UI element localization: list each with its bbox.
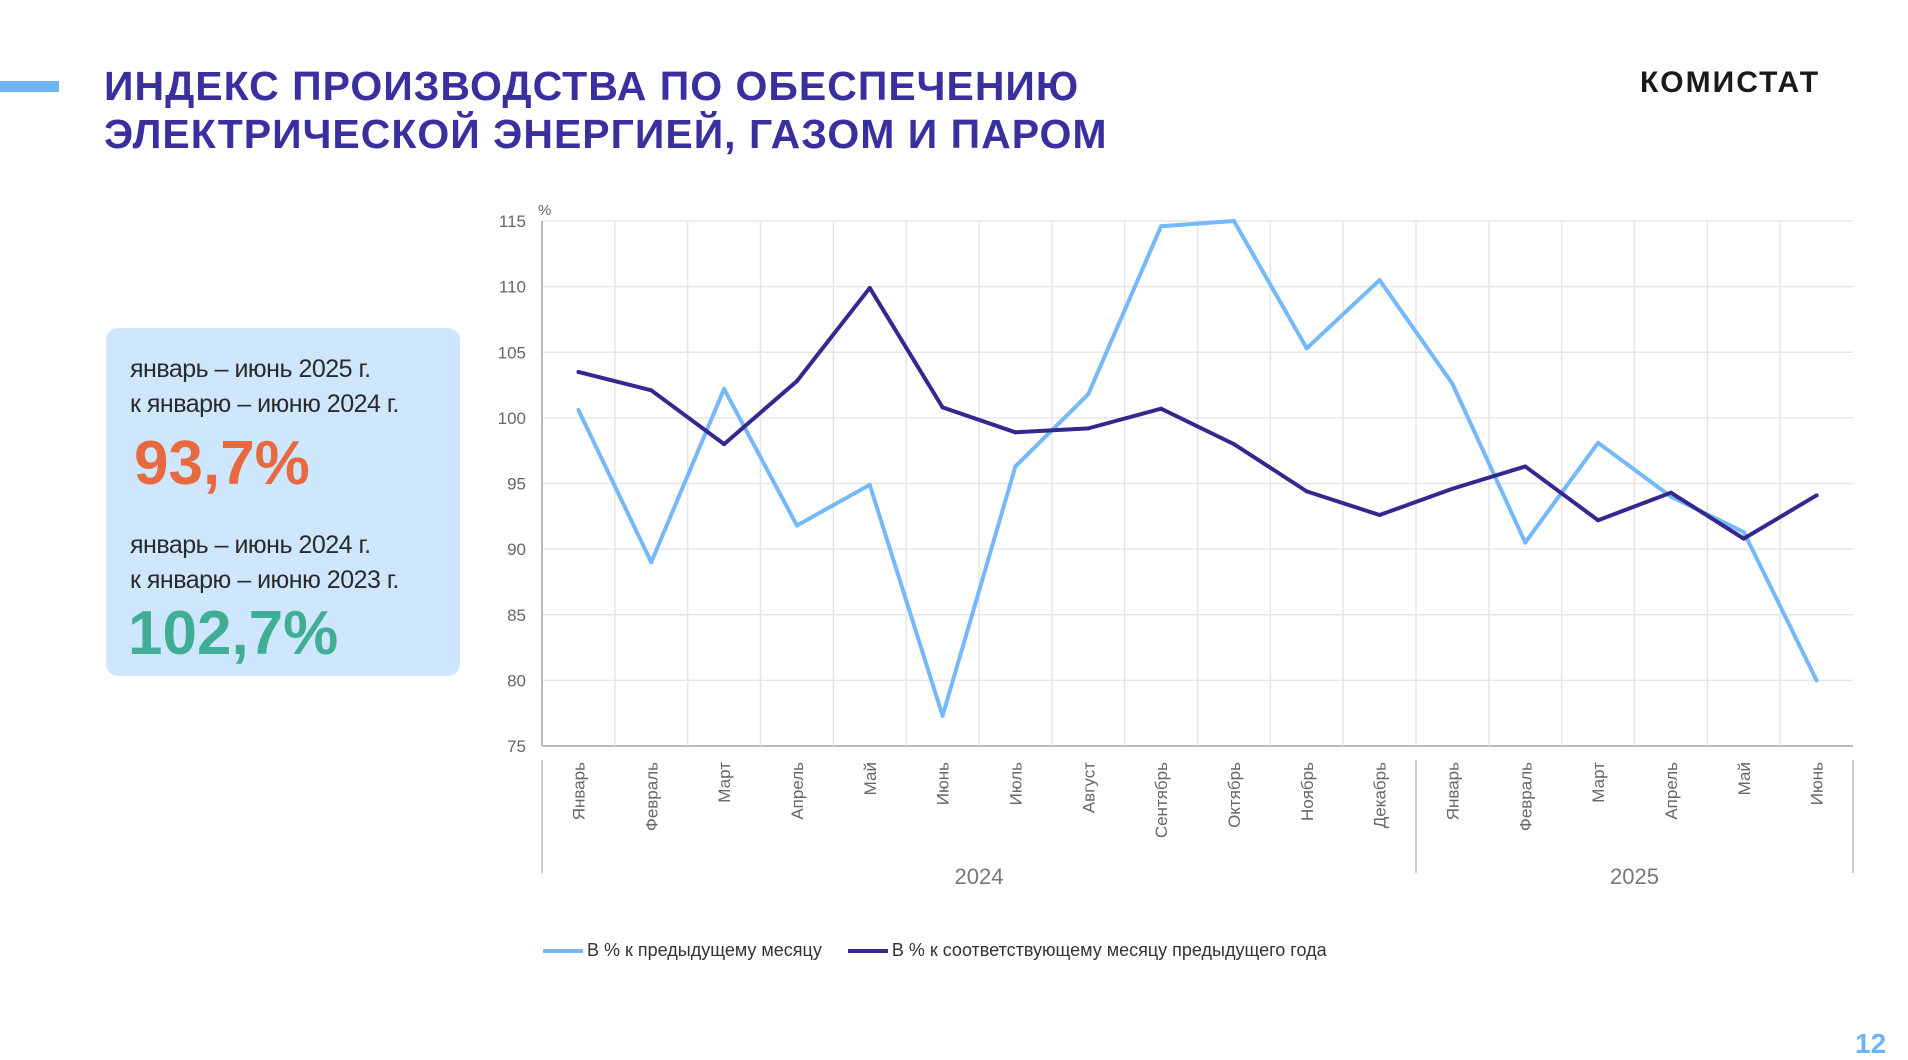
data-point <box>1668 490 1673 495</box>
accent-bar <box>0 81 59 92</box>
x-tick-label: Сентябрь <box>1152 762 1171 838</box>
x-tick-label: Январь <box>1443 762 1462 820</box>
x-tick-label: Май <box>1735 762 1754 795</box>
data-point <box>1377 513 1382 517</box>
data-point <box>1231 219 1236 223</box>
data-point <box>649 388 654 393</box>
data-point <box>722 387 727 391</box>
data-point <box>1013 430 1018 435</box>
data-point <box>649 560 654 565</box>
data-point <box>1450 381 1455 386</box>
data-point <box>794 523 799 528</box>
period-label-1-line-1: январь – июнь 2025 г. <box>130 355 371 383</box>
period-label-1-line-2: к январю – июню 2024 г. <box>130 390 399 418</box>
data-point <box>1596 440 1601 445</box>
x-tick-label: Июль <box>1006 762 1025 806</box>
x-tick-label: Январь <box>569 762 588 820</box>
data-point <box>940 405 945 410</box>
y-tick-label: 85 <box>507 606 526 625</box>
x-tick-label: Июнь <box>1808 762 1827 805</box>
data-point <box>722 442 727 447</box>
period-label-2-line-1: январь – июнь 2024 г. <box>130 531 371 559</box>
data-point <box>1304 346 1309 351</box>
title-line-2: ЭЛЕКТРИЧЕСКОЙ ЭНЕРГИЕЙ, ГАЗОМ И ПАРОМ <box>104 111 1108 157</box>
x-tick-label: Февраль <box>1516 762 1535 831</box>
data-point <box>1086 426 1091 431</box>
x-tick-label: Март <box>715 762 734 803</box>
y-tick-label: 115 <box>499 212 526 231</box>
x-tick-label: Февраль <box>642 762 661 831</box>
x-tick-label: Август <box>1079 762 1098 813</box>
x-tick-label: Март <box>1589 762 1608 803</box>
y-tick-label: 75 <box>507 737 526 756</box>
summary-card: январь – июнь 2025 г. к январю – июню 20… <box>106 328 460 676</box>
data-point <box>794 379 799 384</box>
x-tick-label: Июнь <box>934 762 953 805</box>
logo: КОМИСТАТ <box>1640 66 1821 99</box>
x-tick-label: Май <box>861 762 880 795</box>
data-point <box>867 285 872 290</box>
period-label-2: январь – июнь 2024 г. к январю – июню 20… <box>130 528 399 598</box>
data-point <box>1450 486 1455 491</box>
x-tick-label: Ноябрь <box>1298 762 1317 821</box>
title-line-1: ИНДЕКС ПРОИЗВОДСТВА ПО ОБЕСПЕЧЕНИЮ <box>104 63 1080 109</box>
data-point <box>1231 442 1236 447</box>
series-line-yoy <box>577 285 1818 541</box>
data-point <box>1741 536 1746 541</box>
data-point <box>1814 493 1819 498</box>
y-tick-label: 110 <box>499 278 526 297</box>
page-title: ИНДЕКС ПРОИЗВОДСТВА ПО ОБЕСПЕЧЕНИЮ ЭЛЕКТ… <box>104 62 1108 158</box>
y-tick-label: 95 <box>507 475 526 494</box>
data-point <box>1814 678 1819 683</box>
legend-label-mom: В % к предыдущему месяцу <box>587 940 822 960</box>
period-label-2-line-2: к январю – июню 2023 г. <box>130 566 399 594</box>
x-tick-label: Апрель <box>788 762 807 820</box>
data-point <box>1741 530 1746 535</box>
data-point <box>940 713 945 718</box>
x-tick-label: Апрель <box>1662 762 1681 820</box>
data-point <box>1596 518 1601 523</box>
data-point <box>1159 224 1164 229</box>
data-point <box>576 369 581 374</box>
data-point <box>1086 392 1091 397</box>
value-2024: 102,7% <box>128 599 339 668</box>
legend-swatch-yoy <box>847 948 888 953</box>
data-point <box>867 482 872 487</box>
chart-legend: В % к предыдущему месяцу В % к соответст… <box>543 940 1327 961</box>
legend-swatch-mom <box>543 948 583 953</box>
y-axis-unit: % <box>538 202 551 219</box>
data-point <box>576 408 581 412</box>
y-tick-label: 100 <box>498 409 526 428</box>
data-point <box>1523 540 1528 545</box>
y-tick-label: 80 <box>507 671 526 690</box>
data-point <box>1159 406 1164 411</box>
data-point <box>1013 464 1018 469</box>
legend-item-mom: В % к предыдущему месяцу <box>543 940 822 961</box>
period-label-1: январь – июнь 2025 г. к январю – июню 20… <box>130 352 399 422</box>
series-line-mom <box>576 219 1819 718</box>
legend-label-yoy: В % к соответствующему месяцу предыдущег… <box>891 940 1327 960</box>
year-group-label: 2025 <box>1610 864 1659 889</box>
x-tick-label: Декабрь <box>1371 762 1390 828</box>
year-group-label: 2024 <box>955 864 1004 889</box>
y-tick-label: 90 <box>507 540 526 559</box>
data-point <box>1377 278 1382 283</box>
legend-item-yoy: В % к соответствующему месяцу предыдущег… <box>847 940 1327 961</box>
page-number: 12 <box>1855 1028 1887 1059</box>
data-point <box>1304 489 1309 494</box>
y-tick-label: 105 <box>498 343 526 362</box>
data-point <box>1523 464 1528 469</box>
x-tick-label: Октябрь <box>1225 762 1244 828</box>
value-2025: 93,7% <box>134 429 310 498</box>
